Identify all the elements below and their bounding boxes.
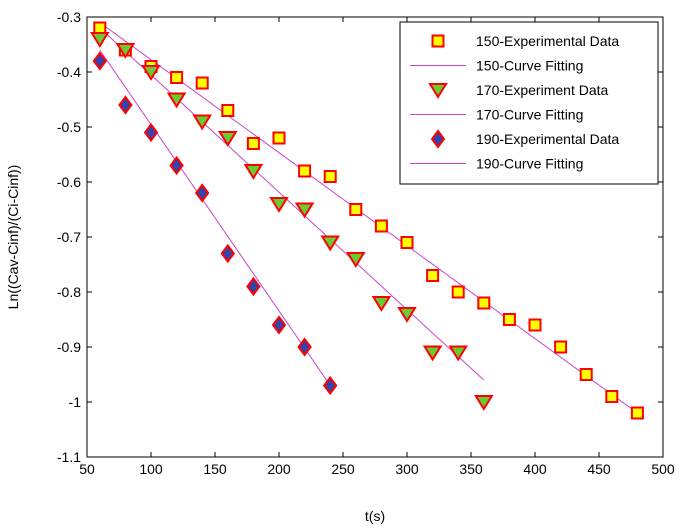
- x-axis-label: t(s): [365, 508, 385, 524]
- data-point-series-1: [90, 32, 110, 48]
- x-tick-label: 250: [331, 461, 355, 477]
- y-axis-label: Ln((Cav-Cinf)/(Ci-Cinf)): [5, 165, 21, 310]
- x-tick-label: 100: [139, 461, 163, 477]
- y-tick-label: -1: [69, 394, 82, 410]
- y-tick-label: -1.1: [57, 449, 81, 465]
- data-point-series-0: [554, 340, 568, 354]
- data-point-series-0: [502, 313, 516, 326]
- data-point-series-1: [422, 345, 443, 362]
- data-point-series-0: [630, 406, 644, 420]
- data-point-series-2: [169, 155, 184, 176]
- data-point-series-2: [220, 243, 236, 264]
- x-tick-label: 350: [459, 461, 483, 477]
- data-point-series-2: [271, 315, 287, 335]
- data-point-series-0: [349, 203, 363, 216]
- data-point-series-0: [451, 285, 465, 299]
- data-point-series-1: [294, 202, 315, 219]
- data-point-series-0: [272, 131, 286, 145]
- data-point-series-0: [605, 390, 619, 403]
- data-point-series-1: [371, 296, 392, 312]
- y-tick-label: -0.4: [57, 64, 81, 80]
- legend-entry-label: 150-Experimental Data: [476, 33, 619, 49]
- data-point-series-1: [218, 131, 238, 147]
- legend-entry-label: 170-Experiment Data: [476, 82, 609, 98]
- data-point-series-0: [93, 21, 107, 35]
- data-point-series-0: [298, 164, 312, 178]
- data-point-series-2: [118, 95, 133, 115]
- x-tick-label: 300: [395, 461, 419, 477]
- legend-box: [399, 21, 659, 185]
- y-tick-label: -0.8: [57, 284, 81, 300]
- legend-entry-label: 150-Curve Fitting: [476, 58, 583, 74]
- data-point-series-1: [141, 65, 161, 81]
- data-point-series-0: [528, 318, 542, 332]
- x-tick-label: 450: [587, 461, 611, 477]
- data-point-series-0: [426, 269, 440, 282]
- data-point-series-0: [221, 104, 235, 117]
- legend-entry-label: 190-Experimental Data: [476, 131, 619, 147]
- data-point-series-0: [195, 76, 209, 90]
- data-point-series-2: [246, 276, 261, 297]
- data-point-series-1: [166, 92, 187, 109]
- legend-entry-label: 170-Curve Fitting: [476, 107, 583, 123]
- legend-marker-sample: [431, 34, 445, 48]
- y-tick-label: -0.6: [57, 174, 81, 190]
- data-point-series-1: [243, 164, 264, 180]
- data-point-series-2: [194, 183, 210, 203]
- data-point-series-1: [474, 395, 494, 411]
- series-layer: [90, 21, 644, 420]
- data-point-series-2: [143, 122, 159, 143]
- axes: 50 100 150 200 250 300 350 400 450 500 -0.3 -0.4 -0.…: [57, 9, 675, 477]
- data-point-series-0: [374, 219, 388, 233]
- data-point-series-2: [92, 51, 108, 71]
- legend: 150-Experimental Data 150-Curve Fitting 17…: [399, 21, 659, 185]
- x-tick-label: 200: [267, 461, 291, 477]
- y-tick-label: -0.5: [57, 119, 81, 135]
- x-tick-label: 150: [203, 461, 227, 477]
- data-point-series-0: [400, 236, 414, 249]
- x-tick-label: 50: [79, 461, 95, 477]
- y-tick-label: -0.3: [57, 9, 81, 25]
- data-point-series-1: [269, 197, 289, 213]
- x-tick-label: 400: [523, 461, 547, 477]
- legend-marker-sample: [428, 83, 448, 99]
- data-point-series-0: [477, 296, 491, 310]
- data-point-series-0: [579, 368, 593, 381]
- y-tick-label: -0.9: [57, 339, 81, 355]
- x-tick-label: 500: [651, 461, 675, 477]
- data-point-series-1: [397, 307, 417, 323]
- data-point-series-1: [115, 43, 136, 59]
- data-point-series-1: [448, 345, 468, 362]
- data-point-series-2: [322, 375, 338, 396]
- legend-marker-sample: [430, 129, 446, 149]
- fit-line-1: [99, 27, 485, 381]
- data-point-series-0: [323, 170, 337, 183]
- data-point-series-1: [192, 114, 212, 131]
- fit-line-2: [99, 49, 331, 386]
- data-point-series-0: [246, 137, 260, 150]
- data-point-series-1: [320, 235, 340, 252]
- fit-line-0: [99, 22, 638, 414]
- legend-entry-label: 190-Curve Fitting: [476, 156, 583, 172]
- data-point-series-1: [346, 252, 366, 268]
- data-point-series-0: [170, 71, 184, 84]
- data-point-series-2: [297, 337, 312, 357]
- y-tick-label: -0.7: [57, 229, 81, 245]
